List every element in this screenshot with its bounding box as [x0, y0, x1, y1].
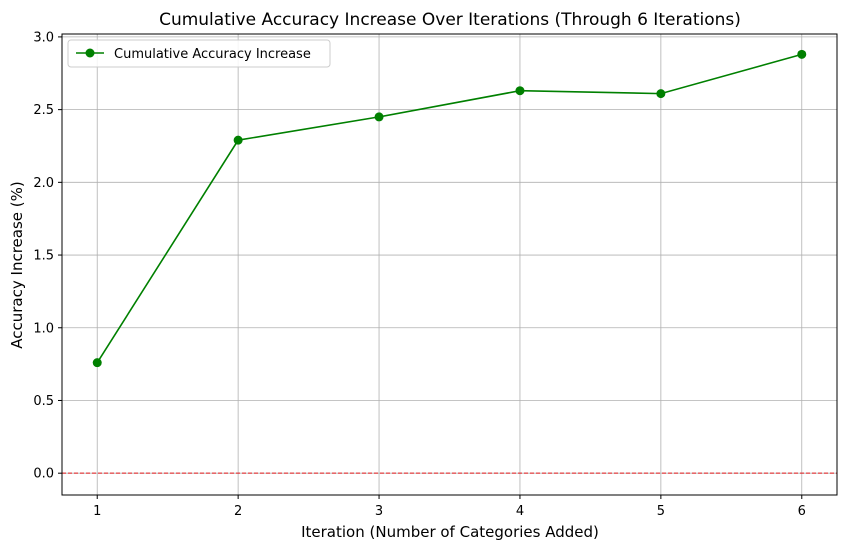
grid-lines	[62, 34, 837, 495]
y-tick-label: 1.0	[33, 321, 54, 336]
data-point	[92, 358, 102, 368]
y-tick-label: 2.0	[33, 176, 54, 191]
data-point	[515, 86, 525, 96]
y-tick-label: 3.0	[33, 30, 54, 45]
x-tick-label: 1	[93, 504, 101, 519]
x-axis-ticks: 1 2 3 4 5 6	[93, 495, 806, 519]
data-point	[797, 49, 807, 59]
x-axis-title: Iteration (Number of Categories Added)	[301, 523, 599, 541]
y-tick-label: 0.0	[33, 467, 54, 482]
legend-label: Cumulative Accuracy Increase	[114, 47, 311, 62]
data-point	[656, 89, 666, 99]
chart-title: Cumulative Accuracy Increase Over Iterat…	[159, 10, 741, 30]
x-tick-label: 2	[234, 504, 242, 519]
y-axis-ticks: 0.0 0.5 1.0 1.5 2.0 2.5 3.0	[33, 30, 62, 482]
y-tick-label: 2.5	[33, 103, 54, 118]
series-group	[92, 49, 807, 368]
x-tick-label: 3	[375, 504, 383, 519]
legend-box	[67, 39, 331, 68]
x-tick-label: 6	[798, 504, 806, 519]
plot-area-frame	[61, 33, 838, 496]
x-tick-label: 4	[516, 504, 524, 519]
legend: Cumulative Accuracy Increase	[67, 39, 331, 68]
legend-marker	[85, 48, 95, 58]
data-point	[374, 112, 384, 122]
series-line	[96, 53, 802, 364]
x-tick-label: 5	[657, 504, 665, 519]
y-axis-title: Accuracy Increase (%)	[8, 181, 26, 348]
y-tick-label: 1.5	[33, 249, 54, 264]
data-point	[233, 135, 243, 145]
y-tick-label: 0.5	[33, 394, 54, 409]
